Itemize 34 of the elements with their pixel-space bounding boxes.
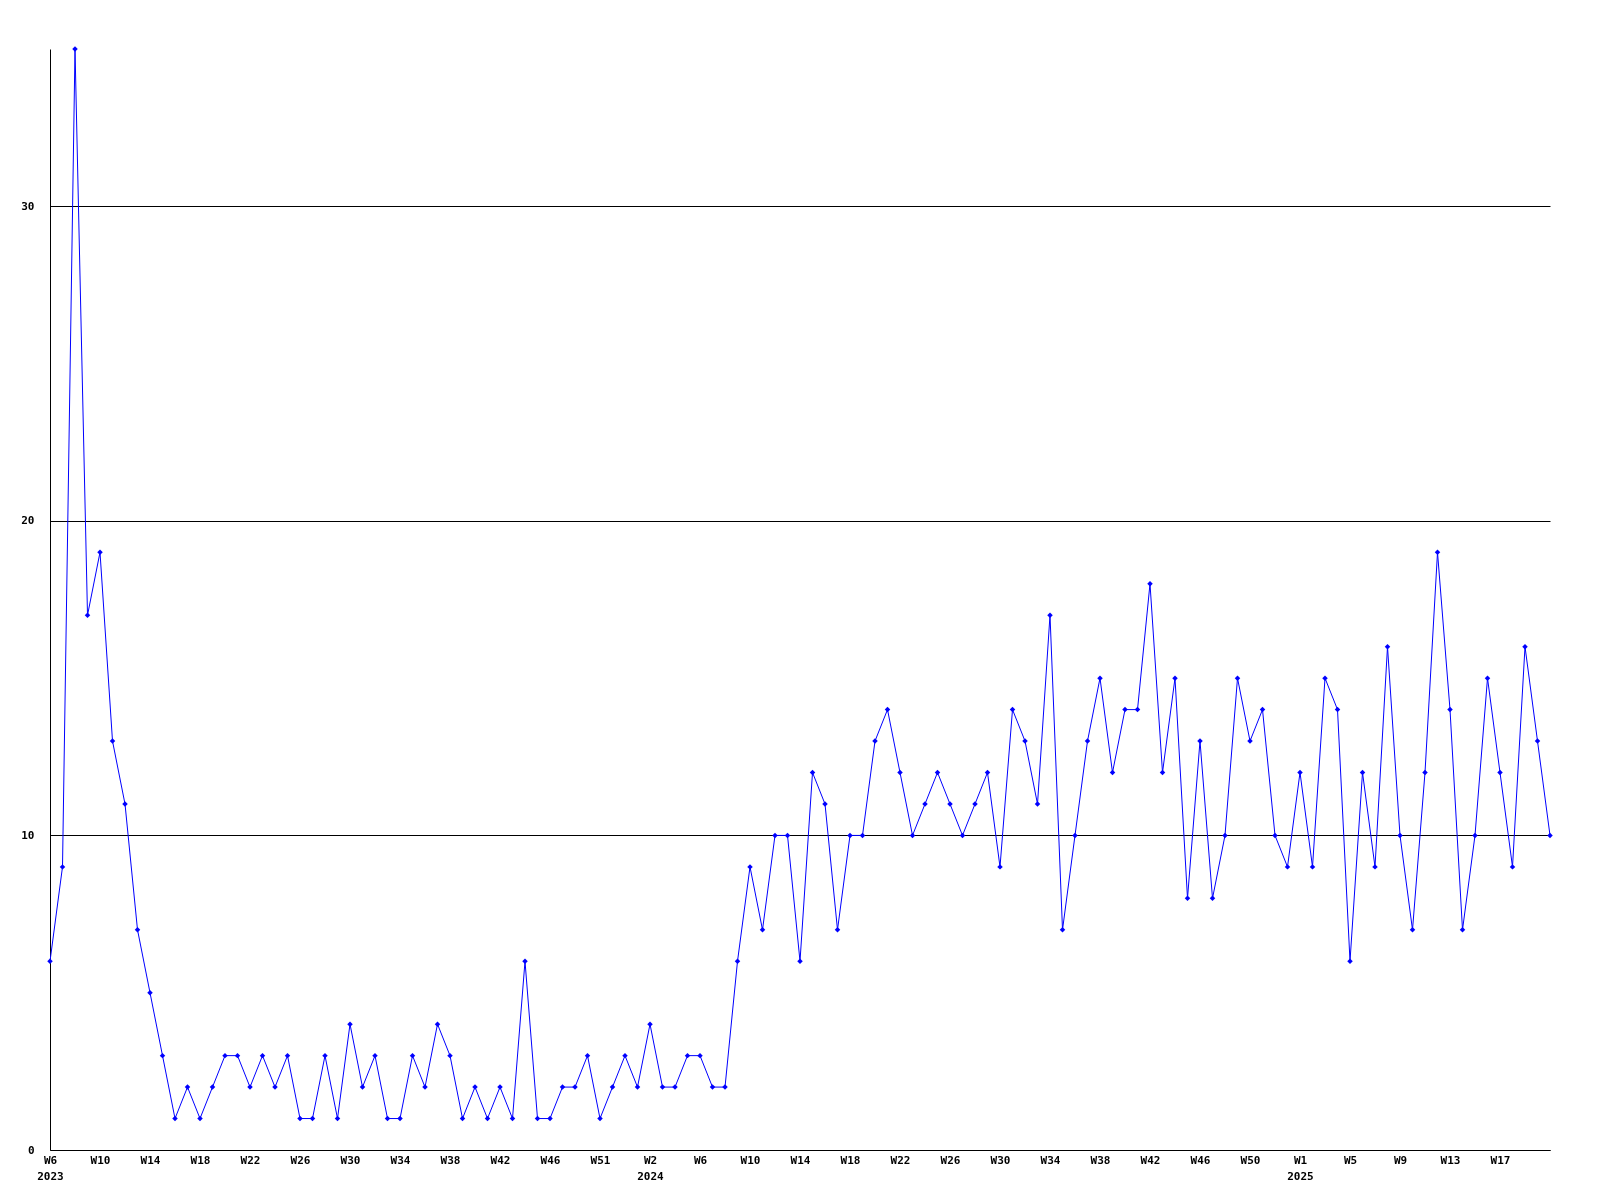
x-tick-label: W34 (1040, 1153, 1061, 1167)
x-tick-label: W26 (940, 1153, 961, 1167)
x-tick-label: W30 (990, 1153, 1011, 1167)
x-tick-label: W50 (1240, 1153, 1261, 1167)
x-tick-label: W42 (1140, 1153, 1161, 1167)
x-tick-label: W38 (1090, 1153, 1111, 1167)
x-tick-label: W14 (140, 1153, 161, 1167)
x-tick-label: W51 (590, 1153, 611, 1167)
x-tick-label: W42 (490, 1153, 511, 1167)
y-tick-label: 30 (21, 199, 35, 213)
x-tick-label: W2 2024 (637, 1153, 665, 1183)
x-tick-label: W18 (840, 1153, 861, 1167)
x-tick-label: W5 (1343, 1153, 1358, 1167)
x-tick-label: W6 (693, 1153, 708, 1167)
x-tick-label: W22 (240, 1153, 261, 1167)
x-tick-label: W26 (290, 1153, 311, 1167)
x-tick-label: W34 (390, 1153, 411, 1167)
x-tick-label: W18 (190, 1153, 211, 1167)
x-tick-label: W30 (340, 1153, 361, 1167)
x-tick-label: W10 (90, 1153, 111, 1167)
y-tick-label: 0 (27, 1143, 35, 1157)
x-tick-label: W6 2023 (37, 1153, 64, 1183)
y-tick-label: 20 (21, 514, 35, 528)
x-tick-label: W10 (740, 1153, 761, 1167)
x-tick-label: W14 (790, 1153, 811, 1167)
x-tick-label: W17 (1490, 1153, 1511, 1167)
x-tick-label: W46 (1190, 1153, 1211, 1167)
x-tick-label: W38 (440, 1153, 461, 1167)
y-tick-label: 10 (21, 828, 35, 842)
x-tick-label: W9 (1393, 1153, 1408, 1167)
x-tick-label: W1 2025 (1287, 1153, 1314, 1183)
x-tick-label: W13 (1440, 1153, 1461, 1167)
x-tick-label: W46 (540, 1153, 561, 1167)
x-tick-label: W22 (890, 1153, 911, 1167)
